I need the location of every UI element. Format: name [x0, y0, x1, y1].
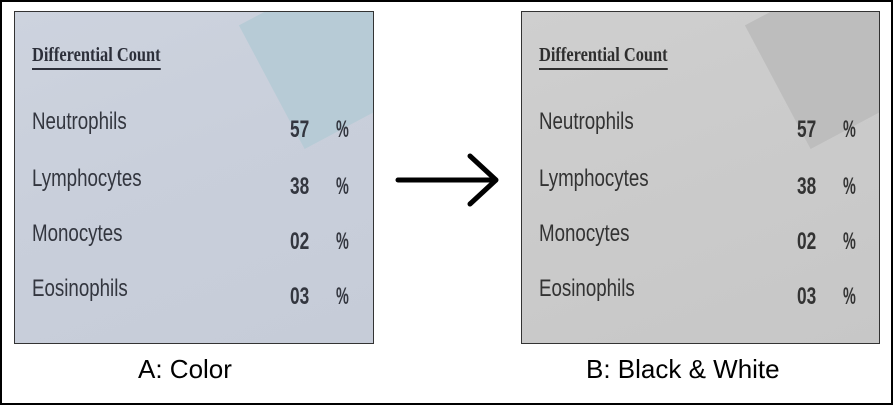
row-neutrophils: Neutrophils 57 %: [539, 108, 879, 143]
caption-color: A: Color: [138, 354, 232, 384]
row-unit: %: [336, 228, 349, 255]
row-eosinophils: Eosinophils 03 %: [32, 275, 373, 310]
row-lymphocytes: Lymphocytes 38 %: [32, 165, 373, 200]
row-value: 02: [290, 228, 310, 255]
row-label: Neutrophils: [32, 108, 127, 135]
row-label: Monocytes: [539, 220, 630, 247]
report-heading: Differential Count: [539, 44, 668, 70]
panel-black-white: Differential Count Neutrophils 57 % Lymp…: [521, 11, 880, 344]
row-unit: %: [336, 283, 349, 310]
caption-black-white: B: Black & White: [586, 354, 780, 384]
row-value: 38: [797, 173, 817, 200]
row-unit: %: [843, 173, 856, 200]
row-monocytes: Monocytes 02 %: [32, 220, 373, 255]
row-label: Eosinophils: [539, 275, 635, 302]
row-monocytes: Monocytes 02 %: [539, 220, 879, 255]
row-label: Lymphocytes: [32, 165, 142, 192]
row-value: 57: [290, 116, 310, 143]
row-eosinophils: Eosinophils 03 %: [539, 275, 879, 310]
row-lymphocytes: Lymphocytes 38 %: [539, 165, 879, 200]
row-neutrophils: Neutrophils 57 %: [32, 108, 373, 143]
row-label: Neutrophils: [539, 108, 634, 135]
row-value: 03: [290, 283, 310, 310]
right-arrow-icon: [395, 153, 499, 207]
report-content: Differential Count Neutrophils 57 % Lymp…: [15, 12, 373, 343]
row-label: Monocytes: [32, 220, 123, 247]
row-value: 38: [290, 173, 310, 200]
report-heading: Differential Count: [32, 44, 161, 70]
row-unit: %: [843, 283, 856, 310]
report-content: Differential Count Neutrophils 57 % Lymp…: [522, 12, 879, 343]
row-unit: %: [336, 173, 349, 200]
row-label: Lymphocytes: [539, 165, 649, 192]
row-unit: %: [843, 116, 856, 143]
row-value: 57: [797, 116, 817, 143]
row-value: 03: [797, 283, 817, 310]
panel-color: Differential Count Neutrophils 57 % Lymp…: [14, 11, 374, 344]
row-unit: %: [336, 116, 349, 143]
row-label: Eosinophils: [32, 275, 128, 302]
row-value: 02: [797, 228, 817, 255]
row-unit: %: [843, 228, 856, 255]
